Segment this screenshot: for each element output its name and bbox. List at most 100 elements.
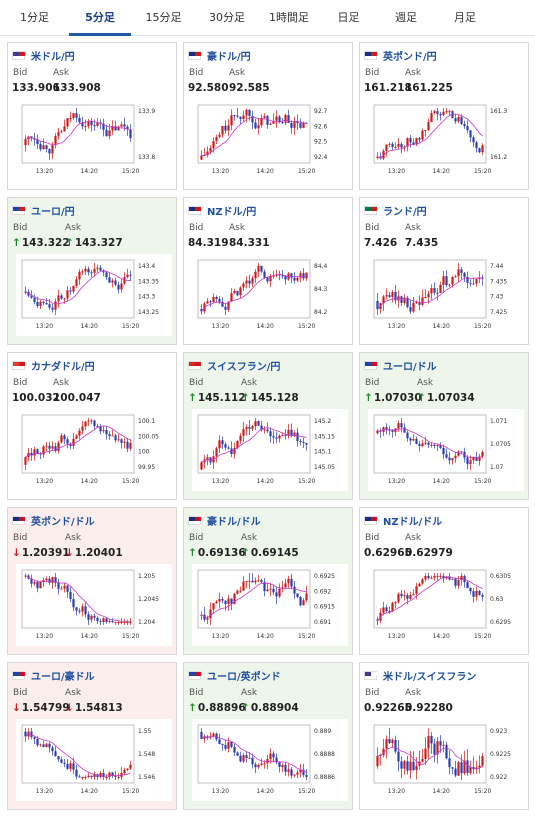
candlestick-chart[interactable]: 145.2 145.15 145.1 145.05 13:20 14:20 15:20 [192,409,348,491]
x-tick-label: 14:20 [81,168,98,175]
rate-card[interactable]: NZドル/円 Bid Ask 84.319 84.331 84.4 84.3 84.… [183,197,353,345]
candle-body [251,757,254,765]
candle-body [236,440,239,449]
tab-日足[interactable]: 日足 [337,11,360,24]
candle-body [66,763,69,769]
up-arrow-icon: ↑ [364,392,373,404]
candlestick-chart[interactable]: 84.4 84.3 84.2 13:20 14:20 15:20 [192,254,348,336]
currency-pair-link[interactable]: ユーロ/豪ドル [12,668,95,683]
candlestick-chart[interactable]: 0.6925 0.692 0.6915 0.691 13:20 14:20 15:20 [192,564,348,646]
currency-pair-link[interactable]: NZドル/円 [188,203,257,218]
candle-body [42,446,45,455]
candle-body [415,302,418,304]
tab-15分足[interactable]: 15分足 [145,11,182,24]
rate-card[interactable]: 豪ドル/ドル Bid Ask ↑0.69136 ↑0.69145 0.6925 0… [183,507,353,655]
currency-pair-link[interactable]: 英ポンド/円 [364,48,437,63]
currency-pair-link[interactable]: 豪ドル/円 [188,48,251,63]
candlestick-chart[interactable]: 7.44 7.435 7.43 7.425 13:20 14:20 15:20 [368,254,524,336]
up-arrow-icon: ↑ [241,392,250,404]
rate-card[interactable]: 英ポンド/円 Bid Ask 161.218 161.225 161.3 161.… [359,42,529,190]
candle-body [248,580,251,582]
candle-body [30,136,33,139]
rate-card[interactable]: ユーロ/ドル Bid Ask ↑1.07030 ↑1.07034 1.071 1.… [359,352,529,500]
candle-body [385,607,388,612]
rate-card[interactable]: ユーロ/豪ドル Bid Ask ↓1.54799 ↓1.54813 1.55 1.… [7,662,177,810]
rate-card[interactable]: カナダドル/円 Bid Ask 100.032 100.047 100.1 100… [7,352,177,500]
y-tick-label: 1.548 [138,751,155,758]
rate-card[interactable]: 米ドル/円 Bid Ask 133.906 133.908 133.9 133.8… [7,42,177,190]
currency-pair-link[interactable]: 豪ドル/ドル [188,513,261,528]
candle-body [466,582,469,589]
candle-body [33,449,36,456]
candlestick-chart[interactable]: 133.9 133.8 13:20 14:20 15:20 [16,99,172,181]
candlestick-chart[interactable]: 1.071 1.0705 1.07 13:20 14:20 15:20 [368,409,524,491]
tab-30分足[interactable]: 30分足 [209,11,245,24]
rate-card[interactable]: 英ポンド/ドル Bid Ask ↓1.20391 ↓1.20401 1.205 1… [7,507,177,655]
bid-value: ↓1.54799 [12,702,70,714]
x-tick-label: 15:20 [298,788,315,795]
pair-name: NZドル/円 [207,206,257,218]
candle-body [233,290,236,294]
tab-5分足[interactable]: 5分足 [69,0,131,36]
candle-body [278,762,281,767]
chart-frame [197,569,311,629]
candle-body [418,583,421,587]
rate-card[interactable]: 米ドル/スイスフラン Bid Ask 0.92265 0.92280 0.923… [359,662,529,810]
candle-body [126,768,129,770]
candle-body [63,585,66,589]
candle-body [84,126,87,128]
candle-body [206,736,209,738]
candle-body [427,442,430,445]
moving-average-line [377,113,483,159]
candlestick-chart[interactable]: 1.55 1.548 1.546 13:20 14:20 15:20 [16,719,172,801]
candlestick-chart[interactable]: 161.3 161.2 13:20 14:20 15:20 [368,99,524,181]
candlestick-chart[interactable]: 92.7 92.6 92.5 92.4 13:20 14:20 15:20 [192,99,348,181]
rate-card[interactable]: スイスフラン/円 Bid Ask ↑145.112 ↑145.128 145.2… [183,352,353,500]
candle-body [129,621,132,623]
candle-body [24,291,27,293]
candlestick-chart[interactable]: 1.205 1.2045 1.204 13:20 14:20 15:20 [16,564,172,646]
candle-body [120,124,123,127]
candle-body [66,290,69,299]
currency-pair-link[interactable]: ランド/円 [364,203,427,218]
rate-card[interactable]: 豪ドル/円 Bid Ask 92.580 92.585 92.7 92.6 92.5… [183,42,353,190]
candlestick-chart[interactable]: 0.889 0.8888 0.8886 13:20 14:20 15:20 [192,719,348,801]
rate-card[interactable]: ユーロ/円 Bid Ask ↑143.322 ↑143.327 143.4 143… [7,197,177,345]
candlestick-chart[interactable]: 0.923 0.9225 0.922 13:20 14:20 15:20 [368,719,524,801]
candle-body [245,280,248,284]
currency-pair-link[interactable]: ユーロ/ドル [364,358,437,373]
currency-pair-link[interactable]: 米ドル/円 [12,48,75,63]
currency-pair-link[interactable]: ユーロ/英ポンド [188,668,281,683]
currency-pair-link[interactable]: カナダドル/円 [12,358,95,373]
rate-card[interactable]: ランド/円 Bid Ask 7.426 7.435 7.44 7.435 7.43 7… [359,197,529,345]
currency-pair-link[interactable]: スイスフラン/円 [188,358,280,373]
currency-pair-link[interactable]: 米ドル/スイスフラン [364,668,476,683]
candle-body [278,435,281,439]
tab-週足[interactable]: 週足 [395,11,417,24]
au-jp-flag [188,50,201,60]
currency-pair-link[interactable]: ユーロ/円 [12,203,75,218]
candle-body [376,755,379,767]
moving-average-line [25,733,131,777]
x-tick-label: 14:20 [257,168,274,175]
candlestick-chart[interactable]: 0.6305 0.63 0.6295 13:20 14:20 15:20 [368,564,524,646]
candle-body [227,598,230,604]
tab-1分足[interactable]: 1分足 [20,11,49,24]
candlestick-chart[interactable]: 143.4 143.35 143.3 143.25 13:20 14:20 15:20 [16,254,172,336]
bid-label: Bid [13,688,28,698]
candle-body [299,769,302,773]
candle-body [39,144,42,150]
candlestick-chart[interactable]: 100.1 100.05 100 99.95 13:20 14:20 15:20 [16,409,172,491]
candle-body [254,421,257,427]
candle-body [403,761,406,769]
chart-svg: 84.4 84.3 84.2 13:20 14:20 15:20 [197,259,328,330]
rate-card[interactable]: NZドル/ドル Bid Ask 0.62965 0.62979 0.6305 0.… [359,507,529,655]
candle-body [212,141,215,149]
currency-pair-link[interactable]: NZドル/ドル [364,513,442,528]
currency-pair-link[interactable]: 英ポンド/ドル [12,513,95,528]
tab-1時間足[interactable]: 1時間足 [269,11,309,24]
candle-body [430,444,433,446]
rate-card[interactable]: ユーロ/英ポンド Bid Ask ↑0.88896 ↑0.88904 0.889… [183,662,353,810]
tab-月足[interactable]: 月足 [454,11,476,24]
candle-body [24,731,27,737]
